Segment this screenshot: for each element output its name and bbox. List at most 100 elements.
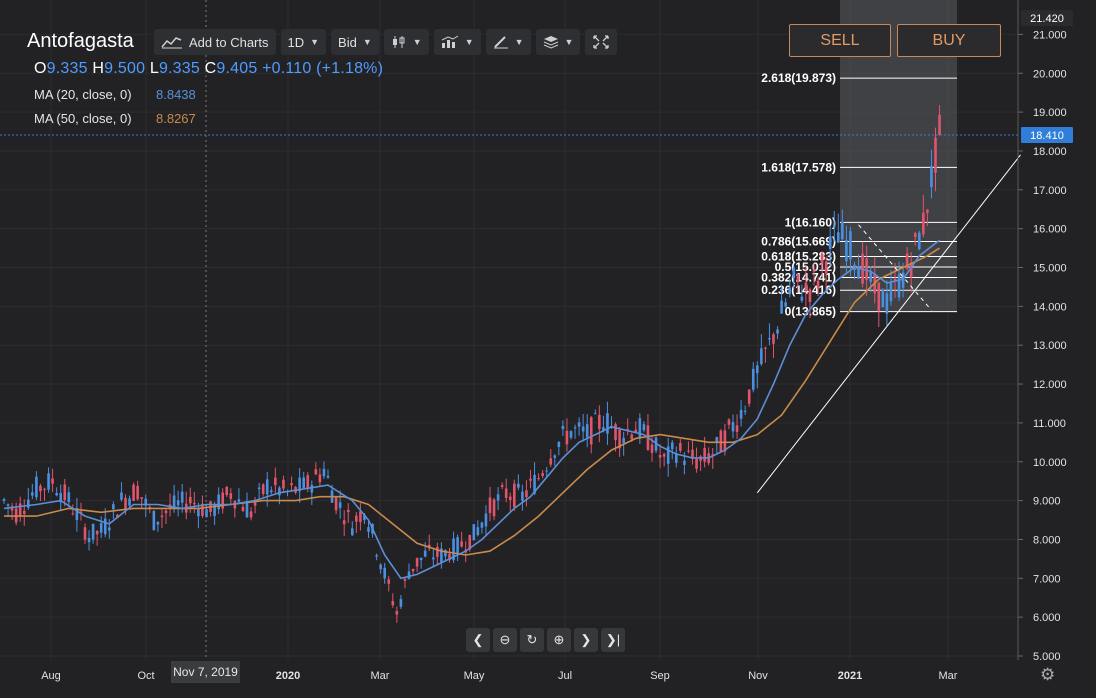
candle-body: [869, 271, 872, 282]
candle: [456, 534, 459, 562]
candle: [257, 482, 261, 501]
candle-body: [885, 293, 889, 314]
candle: [6, 503, 10, 517]
candle-body: [237, 499, 241, 502]
buy-button[interactable]: BUY: [897, 24, 1001, 57]
ma20-line: [3, 239, 940, 580]
candle-body: [561, 425, 565, 430]
sell-button[interactable]: SELL: [789, 24, 891, 57]
fullscreen-button[interactable]: [585, 29, 618, 55]
candle-body: [95, 531, 99, 535]
candle: [719, 428, 723, 453]
price-type-select[interactable]: Bid ▼: [331, 29, 379, 55]
drawing-tools-select[interactable]: ▼: [485, 29, 531, 55]
candle-body: [909, 262, 913, 278]
candle-body: [496, 494, 500, 501]
low-value: 9.335: [158, 60, 200, 77]
candle-body: [411, 568, 415, 572]
candle-body: [91, 523, 95, 540]
candle-body: [918, 232, 921, 250]
ma50-label[interactable]: MA (50, close, 0): [34, 111, 132, 126]
gear-icon[interactable]: ⚙: [1040, 665, 1056, 684]
candle-body: [342, 520, 346, 525]
x-tick-label: Mar: [939, 670, 958, 682]
candle-body: [55, 493, 58, 496]
candle-body: [820, 253, 824, 264]
candle: [889, 270, 893, 306]
layers-select[interactable]: ▼: [535, 29, 581, 55]
timeframe-select[interactable]: 1D ▼: [280, 29, 327, 55]
x-tick-label: 2021: [838, 670, 862, 682]
open-value: 9.335: [46, 60, 88, 77]
y-tick-label: 13.000: [1033, 340, 1067, 352]
candle: [326, 469, 330, 479]
candle: [626, 418, 629, 436]
chart-type-select[interactable]: ▼: [383, 29, 429, 55]
candle-body: [739, 409, 743, 419]
candle-body: [241, 506, 245, 512]
indicators-select[interactable]: ▼: [433, 29, 481, 55]
candle: [193, 492, 196, 514]
candle: [521, 484, 524, 511]
candle-body: [456, 537, 459, 554]
candle-body: [934, 137, 937, 173]
add-to-charts-button[interactable]: Add to Charts: [154, 29, 276, 55]
candle-body: [423, 550, 427, 557]
candle-body: [415, 557, 419, 567]
candle-body: [395, 611, 399, 615]
candle: [776, 326, 779, 340]
candle: [22, 499, 26, 526]
fib-label: 0.786(15.669): [761, 235, 836, 249]
candle-body: [784, 302, 787, 307]
candle-body: [614, 424, 617, 441]
x-tick-label: Sep: [650, 670, 670, 682]
candle: [472, 523, 476, 541]
candle: [140, 497, 143, 509]
candle: [302, 471, 305, 489]
candle: [517, 474, 520, 491]
candle: [808, 287, 812, 319]
candle: [784, 298, 787, 310]
candle: [480, 521, 484, 534]
candle: [342, 510, 346, 537]
layers-icon: [543, 36, 558, 49]
candle-body: [103, 518, 107, 535]
candle-body: [703, 447, 706, 462]
candle-body: [51, 478, 54, 484]
reset-icon[interactable]: ↻: [520, 628, 544, 652]
candle-body: [594, 413, 597, 415]
candle: [351, 521, 354, 536]
candle: [63, 479, 67, 507]
zoom-in-icon[interactable]: ⊕: [547, 628, 571, 652]
candles: [2, 105, 941, 623]
scroll-end-icon[interactable]: ❯|: [601, 628, 625, 652]
zoom-out-icon[interactable]: ⊖: [493, 628, 517, 652]
candle-body: [302, 477, 305, 488]
scroll-right-icon[interactable]: ❯: [574, 628, 598, 652]
candle-body: [772, 334, 775, 344]
candle-body: [391, 601, 395, 606]
candle: [687, 441, 690, 454]
candle: [666, 437, 670, 477]
candle: [197, 502, 200, 529]
ma20-label[interactable]: MA (20, close, 0): [34, 87, 132, 102]
candle: [334, 496, 338, 515]
candle: [841, 209, 844, 241]
candle-body: [796, 274, 800, 283]
candle: [217, 487, 220, 515]
candle: [14, 502, 18, 526]
candle: [646, 414, 650, 451]
candle-body: [274, 477, 277, 486]
candle-body: [197, 508, 200, 517]
candle-body: [731, 422, 735, 432]
candle: [739, 400, 743, 427]
candle-body: [452, 538, 455, 561]
candle-body: [18, 503, 22, 516]
candle-body: [926, 209, 929, 213]
x-tick-label: Nov: [748, 670, 768, 682]
x-tick-label: Jul: [558, 670, 572, 682]
candle: [804, 266, 808, 307]
scroll-left-icon[interactable]: ❮: [466, 628, 490, 652]
candle-body: [812, 270, 816, 272]
